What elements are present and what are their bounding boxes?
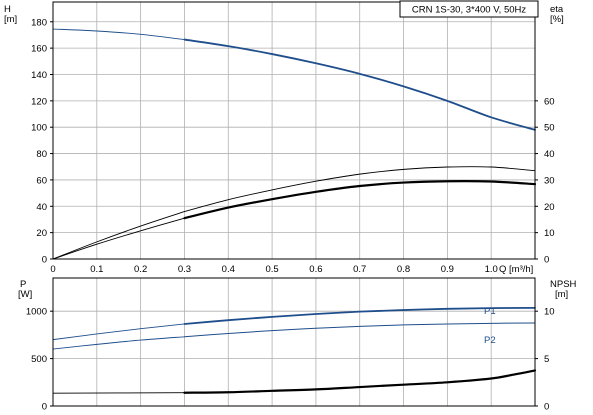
y-right-tick-label-0-0: 0: [544, 255, 549, 266]
y-left-tick-label-0-9: 180: [31, 17, 47, 28]
x-tick-label-4: 0.4: [222, 264, 235, 275]
frame-layer: [52, 1, 536, 407]
plot-frame-0: [52, 1, 536, 260]
curve-1-2: [183, 369, 537, 394]
x-tick-label-2: 0.2: [134, 264, 147, 275]
text-layer: CRN 1S-30, 3*400 V, 50Hz H [m] eta [%] Q…: [4, 0, 577, 346]
h-axis-symbol: H: [4, 4, 11, 15]
y-left-tick-label-1-1: 500: [31, 354, 47, 365]
curve-1-0: [183, 306, 536, 325]
y-right-tick-label-1-1: 5: [544, 354, 549, 365]
x-tick-label-7: 0.7: [353, 264, 366, 275]
y-left-tick-label-1-2: 1000: [26, 307, 47, 318]
curve-extension-1-1: [52, 336, 185, 350]
x-tick-label-8: 0.8: [397, 264, 410, 275]
eta-axis-unit: [%]: [550, 14, 564, 25]
curve-extension-0-2: [52, 217, 185, 260]
curve-layer: [52, 28, 537, 394]
grid-layer: [53, 2, 535, 406]
q-axis-label: Q [m³/h]: [499, 264, 533, 275]
p1-series-label: P1: [484, 306, 496, 317]
x-tick-label-6: 0.6: [309, 264, 322, 275]
y-left-tick-label-0-2: 40: [36, 202, 47, 213]
y-left-tick-label-1-0: 0: [42, 402, 47, 413]
y-right-tick-label-0-6: 60: [544, 96, 555, 107]
chart-title: CRN 1S-30, 3*400 V, 50Hz: [412, 5, 526, 16]
y-left-tick-label-0-6: 120: [31, 96, 47, 107]
x-tick-label-1: 0.1: [90, 264, 103, 275]
y-right-tick-label-0-1: 10: [544, 228, 555, 239]
y-right-tick-label-0-3: 30: [544, 175, 555, 186]
p-axis-symbol: P: [20, 279, 26, 290]
x-tick-label-3: 0.3: [178, 264, 191, 275]
x-tick-label-5: 0.5: [265, 264, 278, 275]
eta-axis-symbol: eta: [550, 4, 564, 15]
curve-extension-0-1: [52, 211, 185, 260]
y-left-tick-label-0-8: 160: [31, 44, 47, 55]
curve-0-1: [184, 166, 536, 212]
y-left-tick-label-0-5: 100: [31, 123, 47, 134]
title-box: [399, 0, 539, 18]
y-left-tick-label-0-0: 0: [42, 255, 47, 266]
curve-1-1: [183, 322, 536, 338]
npsh-axis-symbol: NPSH: [550, 279, 577, 290]
npsh-axis-unit: [m]: [555, 289, 568, 300]
x-tick-label-0: 0: [50, 264, 55, 275]
y-left-tick-label-0-7: 140: [31, 70, 47, 81]
y-right-tick-label-0-4: 40: [544, 149, 555, 160]
y-left-tick-label-0-3: 60: [36, 175, 47, 186]
y-right-tick-label-0-5: 50: [544, 123, 555, 134]
y-left-tick-label-0-1: 20: [36, 228, 47, 239]
p2-series-label: P2: [484, 335, 496, 346]
x-tick-label-10: 1.0: [485, 264, 498, 275]
plot-frame-1: [52, 277, 536, 407]
p-axis-unit: [W]: [18, 289, 32, 300]
curve-0-0: [183, 38, 536, 131]
y-right-tick-label-0-2: 20: [544, 202, 555, 213]
curve-extension-1-0: [52, 323, 185, 341]
h-axis-unit: [m]: [4, 14, 17, 25]
curve-extension-0-0: [52, 28, 185, 41]
x-tick-label-9: 0.9: [441, 264, 454, 275]
y-right-tick-label-1-2: 10: [544, 307, 555, 318]
y-left-tick-label-0-4: 80: [36, 149, 47, 160]
y-right-tick-label-1-0: 0: [544, 402, 549, 413]
curve-0-2: [183, 180, 537, 220]
